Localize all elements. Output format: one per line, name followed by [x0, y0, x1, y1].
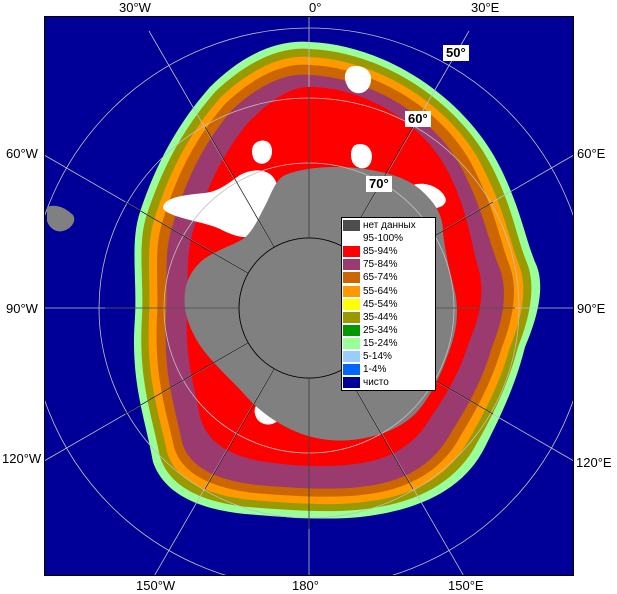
meridian-inner [204, 126, 275, 248]
lat-label-60: 60° [405, 111, 431, 127]
left-label-120w: 120°W [2, 451, 42, 466]
right-label-90e: 90°E [577, 301, 606, 316]
ice-patch-95-100 [252, 140, 273, 164]
ice-patch-95-100 [344, 66, 372, 94]
legend-label: 45-54% [363, 298, 398, 310]
legend: нет данных 95-100% 85-94% 75-84% 65-74% 55-64… [341, 217, 436, 392]
ice-patch-95-100 [351, 143, 372, 169]
legend-item: 45-54% [343, 298, 434, 311]
legend-swatch [343, 285, 360, 297]
right-label-120e: 120°E [576, 455, 612, 470]
sea-ice-map: 50° 60° 70° нет данных 95-100% 85-94% 75-84… [44, 16, 574, 576]
meridian-inner [124, 201, 249, 274]
legend-swatch [343, 233, 360, 245]
bottom-label-150w: 150°W [136, 578, 176, 593]
left-label-90w: 90°W [6, 301, 38, 316]
legend-swatch [343, 350, 360, 362]
legend-label: нет данных [363, 220, 416, 232]
legend-label: 55-64% [363, 285, 398, 297]
map-canvas [45, 17, 573, 575]
legend-item: 85-94% [343, 245, 434, 258]
south-america-tip [47, 205, 75, 232]
legend-item: нет данных [343, 219, 434, 232]
legend-label: 25-34% [363, 324, 398, 336]
legend-item: 95-100% [343, 232, 434, 245]
legend-swatch [343, 311, 360, 323]
legend-item: 15-24% [343, 337, 434, 350]
legend-item: 1-4% [343, 363, 434, 376]
legend-swatch [343, 337, 360, 349]
legend-label: 15-24% [363, 337, 398, 349]
legend-label: чисто [363, 377, 389, 389]
legend-label: 5-14% [363, 350, 392, 362]
legend-label: 35-44% [363, 311, 398, 323]
meridian-inner [204, 368, 275, 490]
legend-label: 95-100% [363, 233, 404, 245]
top-label-30w: 30°W [119, 0, 151, 15]
ice-patch-95-100 [163, 170, 278, 238]
legend-swatch [343, 377, 360, 389]
lat-label-70: 70° [366, 176, 392, 192]
legend-label: 85-94% [363, 246, 398, 258]
meridian-inner [124, 342, 249, 415]
top-label-30e: 30°E [471, 0, 500, 15]
lat-label-50: 50° [443, 45, 469, 61]
legend-label: 65-74% [363, 272, 398, 284]
legend-item: 55-64% [343, 284, 434, 297]
legend-swatch [343, 272, 360, 284]
legend-swatch [343, 364, 360, 376]
legend-swatch [343, 324, 360, 336]
legend-swatch [343, 298, 360, 310]
legend-item: чисто [343, 376, 434, 389]
legend-label: 1-4% [363, 364, 387, 376]
legend-item: 65-74% [343, 271, 434, 284]
bottom-label-180: 180° [292, 578, 319, 593]
legend-swatch [343, 246, 360, 258]
legend-rows: нет данных 95-100% 85-94% 75-84% 65-74% 55-64… [343, 219, 434, 389]
legend-item: 25-34% [343, 324, 434, 337]
bottom-label-150e: 150°E [448, 578, 484, 593]
legend-swatch [343, 220, 360, 232]
legend-swatch [343, 259, 360, 271]
right-label-60e: 60°E [577, 146, 606, 161]
top-label-0: 0° [309, 0, 322, 15]
legend-label: 75-84% [363, 259, 398, 271]
left-label-60w: 60°W [6, 146, 38, 161]
legend-item: 75-84% [343, 258, 434, 271]
legend-item: 35-44% [343, 311, 434, 324]
legend-item: 5-14% [343, 350, 434, 363]
